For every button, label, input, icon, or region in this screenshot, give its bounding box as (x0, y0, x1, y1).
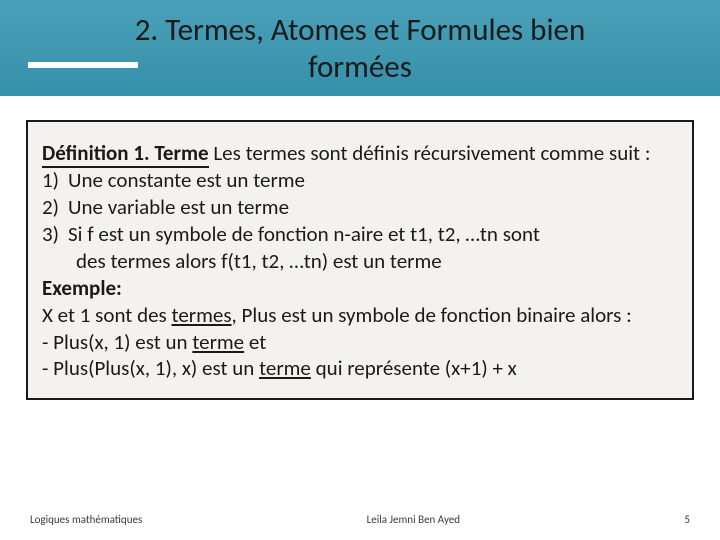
definition-label: Définition 1. Terme (42, 140, 209, 168)
definition-item-1: 1)Une constante est un terme (42, 167, 678, 194)
item-text-a: Si f est un symbole de fonction n-aire e… (68, 221, 540, 247)
definition-item-3: 3)Si f est un symbole de fonction n-aire… (42, 221, 678, 248)
slide-header: 2. Termes, Atomes et Formules bien formé… (0, 0, 720, 98)
item-number: 1) (42, 167, 68, 194)
definition-item-3-cont: des termes alors f(t1, t2, …tn) est un t… (42, 248, 678, 275)
footer-left: Logiques mathématiques (30, 513, 142, 526)
title-line-1: 2. Termes, Atomes et Formules bien (135, 11, 586, 49)
ex2-b: terme (192, 329, 244, 355)
ex2-c: et (244, 329, 266, 355)
example-line-1: X et 1 sont des termes, Plus est un symb… (42, 302, 678, 329)
ex3-c: qui représente (x+1) + x (311, 355, 517, 381)
definition-item-2: 2)Une variable est un terme (42, 194, 678, 221)
ex3-b: terme (259, 355, 311, 381)
definition-intro: Définition 1. Terme Les termes sont défi… (42, 140, 678, 167)
ex1-a: X et 1 sont des (42, 302, 172, 328)
example-label-text: Exemple: (42, 275, 122, 301)
example-line-2: - Plus(x, 1) est un terme et (42, 329, 678, 356)
title-line-2: formées (308, 48, 412, 86)
ex3-a: - Plus(Plus(x, 1), x) est un (42, 355, 259, 381)
definition-box: Définition 1. Terme Les termes sont défi… (26, 120, 694, 400)
ex1-c: , Plus est un symbole de fonction binair… (232, 302, 632, 328)
item-text: Une variable est un terme (68, 194, 289, 220)
ex2-a: - Plus(x, 1) est un (42, 329, 192, 355)
item-number: 2) (42, 194, 68, 221)
example-label: Exemple: (42, 275, 678, 302)
item-text: Une constante est un terme (68, 167, 305, 193)
slide-title: 2. Termes, Atomes et Formules bien formé… (20, 12, 700, 86)
ex1-b: termes (172, 302, 232, 328)
header-accent-bar (28, 62, 138, 68)
item-number: 3) (42, 221, 68, 248)
example-line-3: - Plus(Plus(x, 1), x) est un terme qui r… (42, 355, 678, 382)
footer-page-number: 5 (684, 513, 690, 526)
footer-center: Leila Jemni Ben Ayed (367, 513, 460, 526)
definition-body: Définition 1. Terme Les termes sont défi… (42, 140, 678, 382)
item-text-b: des termes alors f(t1, t2, …tn) est un t… (76, 248, 442, 274)
definition-intro-rest: Les termes sont définis récursivement co… (209, 140, 651, 166)
slide-footer: Logiques mathématiques Leila Jemni Ben A… (0, 513, 720, 526)
